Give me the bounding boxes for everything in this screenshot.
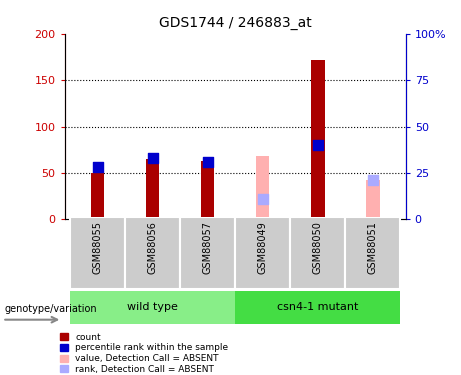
Bar (256, 156, 270, 219)
Text: csn4-1 mutant: csn4-1 mutant (277, 303, 358, 312)
Text: GSM88057: GSM88057 (202, 221, 213, 274)
Bar (235, 291, 400, 324)
Bar (70, 291, 235, 324)
Bar (345, 217, 400, 289)
Bar (311, 60, 325, 219)
Text: GSM88055: GSM88055 (93, 221, 102, 274)
Point (314, 142, 321, 148)
Text: GSM88050: GSM88050 (313, 221, 323, 274)
Bar (201, 161, 214, 219)
Text: genotype/variation: genotype/variation (5, 304, 97, 314)
Point (204, 159, 211, 165)
Bar (146, 159, 160, 219)
Bar (366, 180, 379, 219)
Point (149, 155, 156, 161)
Bar (235, 217, 290, 289)
Bar (290, 217, 345, 289)
Legend: count, percentile rank within the sample, value, Detection Call = ABSENT, rank, : count, percentile rank within the sample… (60, 333, 228, 374)
Bar (70, 217, 125, 289)
Bar (125, 217, 180, 289)
Bar (180, 217, 235, 289)
Point (369, 177, 376, 183)
Text: wild type: wild type (127, 303, 178, 312)
Text: GSM88051: GSM88051 (368, 221, 378, 274)
Bar (91, 173, 105, 219)
Text: GSM88056: GSM88056 (148, 221, 158, 274)
Point (259, 196, 266, 202)
Text: GSM88049: GSM88049 (258, 221, 268, 274)
Title: GDS1744 / 246883_at: GDS1744 / 246883_at (159, 16, 312, 30)
Point (94, 164, 101, 170)
